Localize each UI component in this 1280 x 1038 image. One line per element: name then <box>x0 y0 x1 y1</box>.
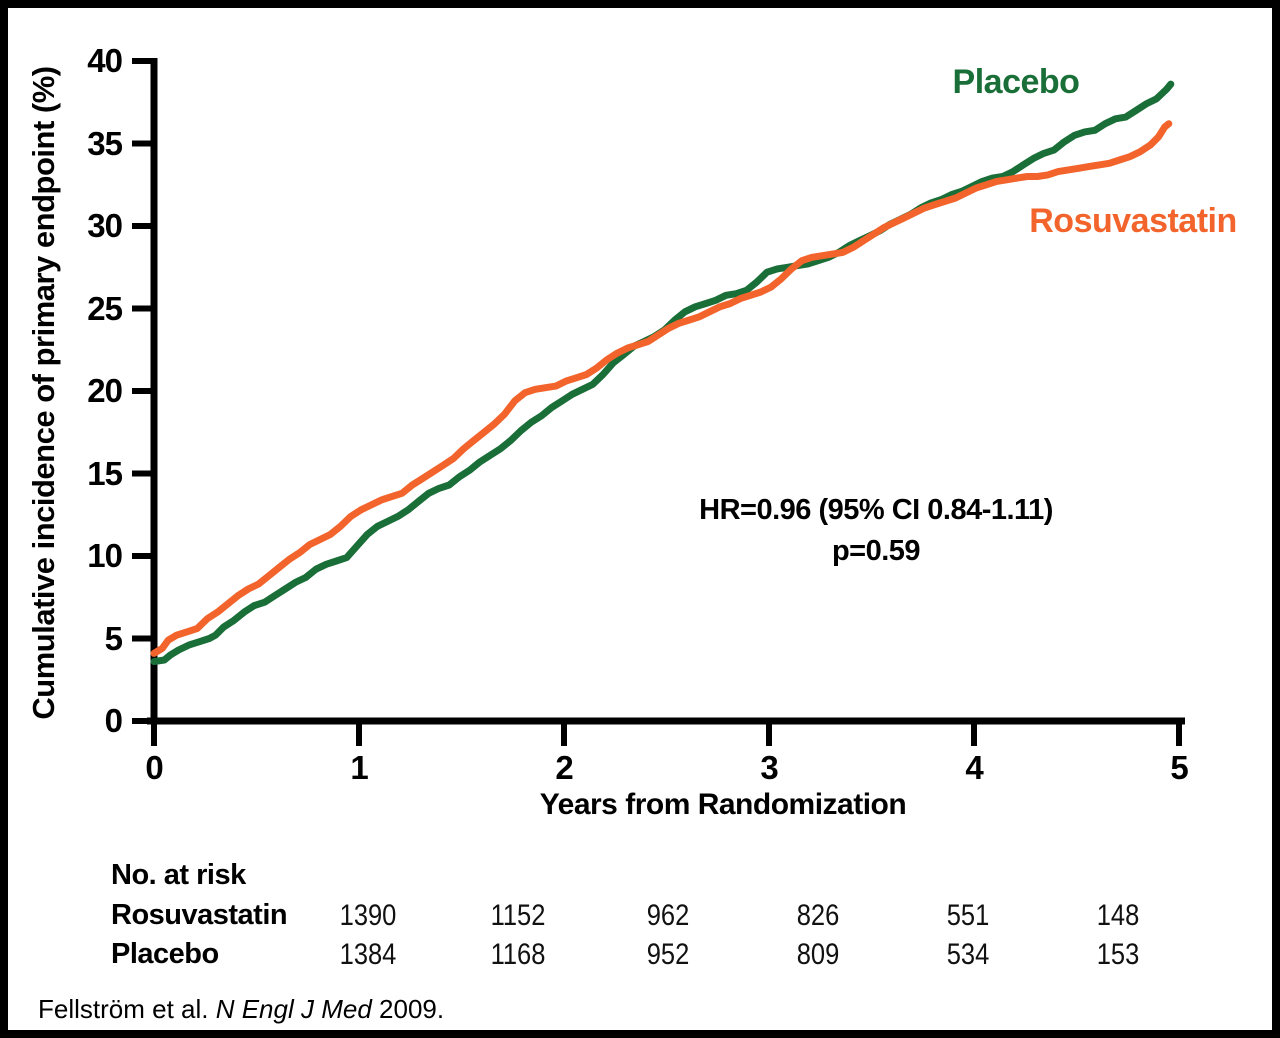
at-risk-value-placebo-col5: 153 <box>1096 938 1140 971</box>
at-risk-value-rosuvastatin-col0: 1390 <box>339 899 397 932</box>
y-tick-label-20: 20 <box>87 372 123 409</box>
at-risk-value-rosuvastatin-col3: 826 <box>796 899 840 932</box>
y-tick-label-35: 35 <box>87 124 123 162</box>
p-value-annotation: p=0.59 <box>831 535 921 567</box>
y-tick-label-10: 10 <box>87 537 123 574</box>
plot-area <box>132 58 1185 746</box>
y-tick-label-40: 40 <box>87 42 123 79</box>
at-risk-row-label-placebo: Placebo <box>111 938 219 970</box>
citation-journal: N Engl J Med <box>215 994 372 1024</box>
at-risk-value-rosuvastatin-col2: 962 <box>646 899 690 932</box>
y-tick-label-15: 15 <box>87 454 123 492</box>
x-tick-label-3: 3 <box>760 749 778 786</box>
at-risk-value-rosuvastatin-col4: 551 <box>946 899 990 932</box>
at-risk-value-placebo-col2: 952 <box>646 938 690 971</box>
placebo-curve <box>150 80 1175 666</box>
y-tick-label-30: 30 <box>87 207 123 244</box>
y-tick-label-25: 25 <box>87 289 123 327</box>
at-risk-row-label-rosuvastatin: Rosuvastatin <box>111 899 288 931</box>
x-tick-label-1: 1 <box>350 749 368 786</box>
legend-placebo-label: Placebo <box>952 63 1080 101</box>
hazard-ratio-annotation: HR=0.96 (95% CI 0.84-1.11) <box>699 494 1053 526</box>
x-tick-label-5: 5 <box>1170 749 1188 786</box>
x-axis-title: Years from Randomization <box>539 788 907 821</box>
at-risk-value-placebo-col3: 809 <box>796 938 840 971</box>
rosuvastatin-curve <box>150 120 1173 657</box>
at-risk-value-rosuvastatin-col1: 1152 <box>490 899 546 932</box>
x-tick-label-4: 4 <box>965 749 983 786</box>
x-tick-label-0: 0 <box>145 749 163 786</box>
y-tick-label-0: 0 <box>104 702 123 739</box>
at-risk-value-placebo-col1: 1168 <box>490 938 546 971</box>
y-tick-label-5: 5 <box>104 619 123 657</box>
citation-year: 2009. <box>371 994 445 1024</box>
at-risk-value-placebo-col4: 534 <box>946 938 990 971</box>
citation: Fellström et al. N Engl J Med 2009. <box>38 994 444 1025</box>
survival-curves <box>150 80 1175 666</box>
at-risk-header: No. at risk <box>111 859 246 891</box>
legend-rosuvastatin-label: Rosuvastatin <box>1029 202 1237 240</box>
axes <box>132 58 1185 746</box>
x-tick-label-2: 2 <box>555 749 573 786</box>
at-risk-value-rosuvastatin-col5: 148 <box>1096 899 1140 932</box>
at-risk-value-placebo-col0: 1384 <box>339 938 397 971</box>
citation-authors: Fellström et al. <box>38 994 216 1024</box>
